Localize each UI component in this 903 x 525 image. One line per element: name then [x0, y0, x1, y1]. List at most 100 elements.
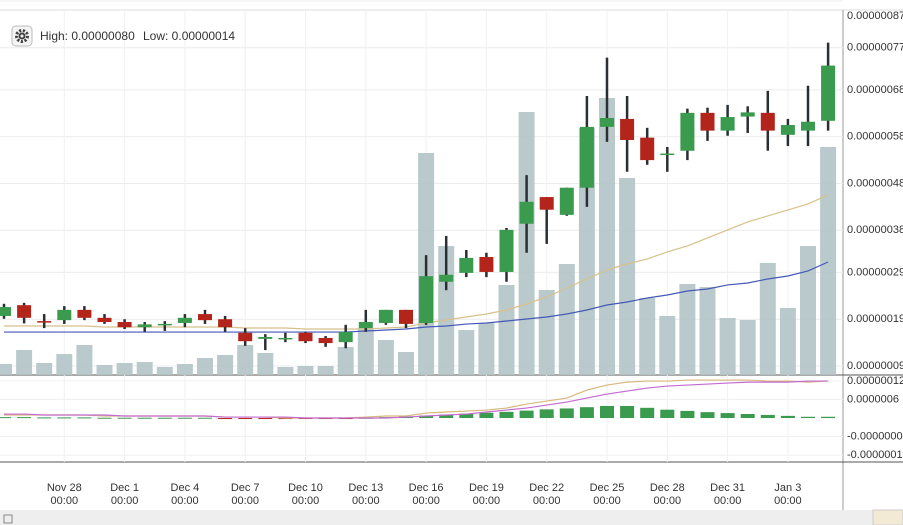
- x-tick-label: Dec 28 00:00: [649, 482, 685, 507]
- candle-body: [801, 121, 815, 131]
- bottom-icon[interactable]: [3, 514, 13, 524]
- y-tick-label: 0.00000012: [847, 375, 903, 387]
- macd-bar: [439, 414, 454, 419]
- x-tick-label: Dec 25 00:00: [589, 482, 625, 507]
- candle-body: [97, 317, 112, 323]
- candle-body: [459, 257, 474, 273]
- candle-body: [640, 137, 655, 161]
- settings-button[interactable]: [11, 25, 33, 47]
- candle-body: [298, 332, 313, 342]
- macd-bar: [117, 417, 132, 419]
- x-tick-label: Dec 22 00:00: [529, 482, 565, 507]
- volume-bar: [76, 345, 93, 375]
- macd-bar: [77, 417, 92, 419]
- x-tick-label: Dec 16 00:00: [408, 482, 444, 507]
- macd-bar: [198, 417, 212, 419]
- candle-body: [821, 65, 836, 121]
- volume-bar: [820, 147, 837, 375]
- volume-bar: [136, 362, 153, 375]
- volume-bar: [317, 366, 334, 375]
- x-tick-label: Dec 31 00:00: [710, 482, 746, 507]
- candle-body: [740, 112, 755, 117]
- macd-bar: [579, 407, 594, 419]
- volume-bar: [96, 365, 113, 375]
- candle-body: [218, 319, 233, 328]
- volume-bar: [699, 287, 716, 375]
- candle-body: [519, 201, 534, 224]
- x-tick-label: Dec 1 00:00: [110, 482, 139, 507]
- y-tick-label: 0.00000019: [847, 313, 903, 325]
- macd-bar: [137, 417, 152, 419]
- corner-button[interactable]: [872, 509, 903, 525]
- axis: 0.00000087 0.00000077 0.00000068 0.00000058…: [847, 10, 903, 461]
- volume-bar: [357, 328, 374, 375]
- macd-bar: [700, 412, 715, 419]
- y-tick-label: 0.00000038: [847, 224, 903, 236]
- volume-bar: [478, 323, 495, 375]
- volume-bar: [237, 345, 254, 375]
- x-tick-label: Jan 3 00:00: [774, 482, 802, 507]
- y-tick-label: 0.00000077: [847, 42, 903, 54]
- candle-body: [358, 322, 373, 329]
- macd-bar: [780, 415, 795, 419]
- macd-bar: [17, 417, 32, 419]
- candle-body: [760, 112, 775, 131]
- candle-body: [479, 256, 494, 272]
- macd-bar: [539, 409, 554, 419]
- volume-bar: [538, 290, 555, 375]
- macd-bar: [760, 414, 775, 419]
- y-tick-label: -0.0000000: [847, 431, 903, 443]
- macd-bar: [238, 418, 253, 420]
- x-tick-label: Nov 28 00:00: [46, 482, 82, 507]
- macd-bar: [218, 418, 233, 420]
- y-tick-label: 0.0000006: [847, 393, 899, 405]
- macd-bar: [821, 416, 836, 419]
- high-label: High: 0.00000080: [40, 29, 135, 43]
- candle-body: [660, 153, 675, 156]
- volume-bar: [377, 340, 394, 375]
- volume-bar: [176, 364, 193, 375]
- candle-body: [157, 323, 172, 326]
- y-tick-label: 0.00000087: [847, 10, 903, 22]
- bottom-bar: [0, 510, 903, 525]
- macd-bar: [419, 415, 434, 419]
- volume-bar: [36, 363, 53, 375]
- candle-body: [378, 309, 393, 323]
- candle-body: [77, 309, 92, 318]
- volume-bar: [558, 264, 575, 375]
- candle-body: [579, 126, 594, 188]
- candle-body: [439, 274, 454, 282]
- candle-body: [278, 337, 293, 340]
- volume-bar: [257, 353, 274, 375]
- candle-body: [700, 112, 715, 131]
- volume-bar: [800, 246, 816, 375]
- macd-bar: [177, 417, 192, 419]
- volume-bar: [217, 355, 234, 375]
- macd-bar: [0, 417, 11, 419]
- candle-body: [318, 337, 333, 344]
- volume-bar: [619, 178, 636, 375]
- candle-body: [198, 314, 212, 321]
- volume-bar: [277, 367, 294, 375]
- candle-body: [117, 322, 132, 328]
- gear-teeth: [15, 29, 29, 43]
- y-tick-label: -0.0000001: [847, 449, 903, 461]
- candle-body: [680, 112, 695, 151]
- macd-bar: [258, 418, 273, 420]
- volume-bar: [0, 364, 12, 375]
- volume-bar: [498, 285, 515, 375]
- macd-bar: [479, 412, 494, 419]
- volume-bar: [779, 308, 796, 375]
- volume-bar: [739, 320, 756, 375]
- volume-bar: [578, 128, 595, 375]
- macd-bar: [97, 417, 112, 419]
- volume-bar: [458, 330, 475, 375]
- macd-line: [4, 380, 829, 419]
- gear-hole: [20, 34, 24, 38]
- macd-bar: [519, 410, 534, 419]
- x-tick-label: Dec 7 00:00: [230, 482, 260, 507]
- y-tick-label: 0.00000068: [847, 84, 903, 96]
- candle-body: [0, 307, 11, 316]
